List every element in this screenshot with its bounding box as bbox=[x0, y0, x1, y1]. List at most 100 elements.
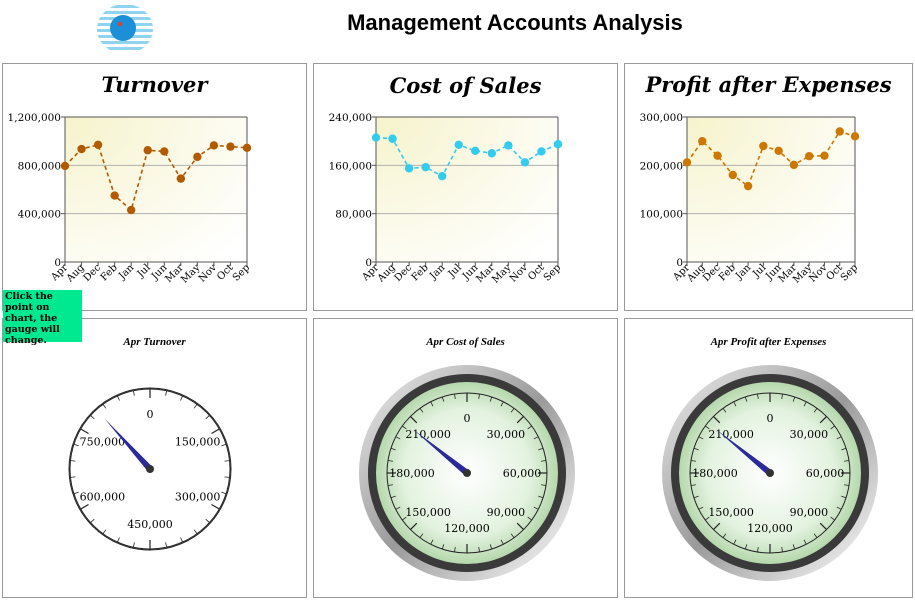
gauge-minor-tick bbox=[836, 506, 842, 510]
gauge-label: 210,000 bbox=[708, 428, 754, 441]
data-point[interactable] bbox=[850, 132, 860, 141]
data-point[interactable] bbox=[804, 151, 814, 161]
data-point[interactable] bbox=[553, 139, 563, 149]
gauge-major-tick bbox=[819, 522, 827, 530]
gauge-minor-tick bbox=[180, 537, 183, 543]
data-point[interactable] bbox=[698, 136, 707, 146]
x-tick-label: Jul bbox=[446, 262, 464, 280]
data-point[interactable] bbox=[77, 144, 86, 154]
gauge-minor-tick bbox=[165, 390, 168, 396]
data-point[interactable] bbox=[242, 143, 252, 153]
gauge-label: 180,000 bbox=[389, 467, 435, 480]
y-tick-label: 300,000 bbox=[640, 112, 683, 124]
data-point[interactable] bbox=[143, 146, 152, 155]
y-tick-label: 160,000 bbox=[329, 160, 372, 172]
gauge-minor-tick bbox=[90, 518, 95, 523]
gauge-major-tick bbox=[211, 503, 220, 510]
data-point[interactable] bbox=[226, 142, 235, 151]
data-point[interactable] bbox=[537, 147, 546, 156]
data-point[interactable] bbox=[487, 149, 497, 158]
gauge-minor-tick bbox=[387, 484, 393, 486]
gauge-minor-tick bbox=[489, 544, 493, 550]
gauge-minor-tick bbox=[117, 395, 120, 401]
data-point[interactable] bbox=[93, 140, 103, 149]
gauge-label: 0 bbox=[464, 412, 471, 425]
x-tick-label: Oct bbox=[215, 262, 235, 282]
gauge-minor-tick bbox=[541, 460, 547, 462]
data-point[interactable] bbox=[471, 146, 480, 156]
gauge-minor-tick bbox=[390, 495, 396, 499]
gauge-minor-tick bbox=[705, 516, 710, 521]
data-point[interactable] bbox=[160, 147, 169, 156]
data-point[interactable] bbox=[504, 141, 513, 150]
data-point[interactable] bbox=[388, 134, 397, 143]
gauge-minor-tick bbox=[841, 447, 847, 451]
gauge-label: 90,000 bbox=[790, 506, 829, 519]
gauge-major-tick bbox=[713, 416, 721, 424]
gauge-minor-tick bbox=[102, 529, 107, 534]
data-point[interactable] bbox=[404, 164, 414, 173]
gauge-minor-tick bbox=[792, 396, 796, 402]
gauge-minor-tick bbox=[813, 533, 818, 538]
data-point[interactable] bbox=[743, 181, 753, 191]
gauge-minor-tick bbox=[478, 547, 480, 553]
series-line bbox=[375, 136, 559, 178]
gauge-minor-tick bbox=[698, 436, 704, 440]
data-point[interactable] bbox=[789, 160, 799, 170]
data-point[interactable] bbox=[421, 162, 430, 172]
gauge-minor-tick bbox=[690, 460, 696, 462]
data-point[interactable] bbox=[682, 158, 692, 167]
gauge-label: 120,000 bbox=[747, 522, 793, 535]
gauge-minor-tick bbox=[722, 533, 727, 538]
profit-chart-panel: Profit after Expenses 0 100,000 200,000 300… bbox=[624, 63, 913, 311]
gauge-label: 30,000 bbox=[790, 428, 829, 441]
x-tick-label: Oct bbox=[526, 262, 546, 282]
data-point[interactable] bbox=[176, 174, 186, 183]
company-logo-icon bbox=[96, 3, 154, 55]
y-tick-label: 240,000 bbox=[329, 112, 372, 124]
plot-area bbox=[376, 117, 558, 262]
data-point[interactable] bbox=[126, 205, 136, 215]
gauge-minor-tick bbox=[390, 447, 396, 451]
data-point[interactable] bbox=[437, 172, 447, 181]
gauge-title: Apr Profit after Expenses bbox=[710, 336, 827, 348]
cost-of-sales-gauge: 0 30,000 60,000 90,000 120,000 150,000 180,000… bbox=[359, 365, 575, 581]
data-point[interactable] bbox=[820, 151, 829, 160]
gauge-minor-tick bbox=[781, 547, 783, 553]
data-point[interactable] bbox=[454, 140, 463, 149]
profit-after-expenses-chart[interactable]: 0100,000200,000300,000AprAugDecFebJanJul… bbox=[625, 64, 914, 312]
data-point[interactable] bbox=[728, 170, 738, 180]
data-point[interactable] bbox=[193, 152, 202, 162]
turnover-chart-panel: Turnover 0 400,000 800,000 1,200,000 Apr Aug D… bbox=[2, 63, 307, 311]
gauge-minor-tick bbox=[402, 425, 407, 430]
gauge-minor-tick bbox=[803, 539, 807, 545]
gauge-minor-tick bbox=[478, 393, 480, 399]
gauge-minor-tick bbox=[792, 544, 796, 550]
gauge-minor-tick bbox=[224, 476, 230, 478]
turnover-gauge-panel: Apr Turnover 0 150,000 300,000 450,000 600,0… bbox=[2, 318, 307, 598]
data-point[interactable] bbox=[520, 158, 530, 167]
gauge-minor-tick bbox=[733, 539, 737, 545]
data-point[interactable] bbox=[713, 151, 722, 160]
gauge-minor-tick bbox=[224, 460, 230, 462]
gauge-minor-tick bbox=[419, 408, 424, 413]
turnover-gauge: 0 150,000 300,000 450,000 600,000 750,000 bbox=[68, 387, 232, 551]
gauge-minor-tick bbox=[538, 495, 544, 499]
gauge-major-tick bbox=[516, 522, 524, 530]
profit-gauge-panel: Apr Profit after Expenses 0 30,000 60,000 9… bbox=[624, 318, 913, 598]
data-point[interactable] bbox=[110, 191, 119, 200]
gauge-minor-tick bbox=[70, 460, 76, 462]
gauge-label: 60,000 bbox=[503, 467, 542, 480]
data-point[interactable] bbox=[209, 141, 219, 150]
gauge-label: 30,000 bbox=[487, 428, 526, 441]
data-point[interactable] bbox=[835, 127, 844, 136]
gauge-minor-tick bbox=[90, 415, 95, 420]
data-point[interactable] bbox=[371, 133, 381, 142]
gauge-minor-tick bbox=[693, 447, 699, 451]
data-point[interactable] bbox=[759, 141, 768, 151]
data-point[interactable] bbox=[774, 146, 783, 156]
data-point[interactable] bbox=[60, 161, 70, 171]
y-tick-label: 0 bbox=[676, 257, 683, 269]
